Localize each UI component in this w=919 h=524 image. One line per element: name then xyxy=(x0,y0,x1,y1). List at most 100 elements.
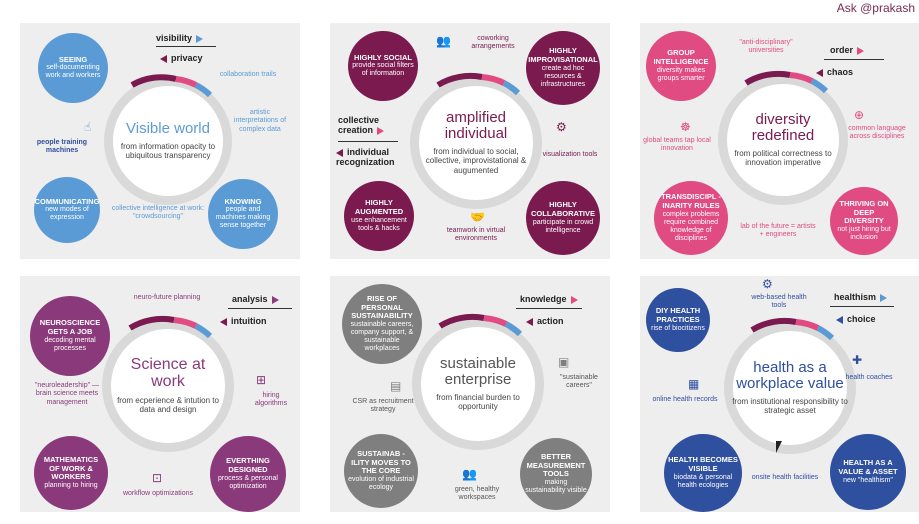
label-collaboration-trails: collaboration trails xyxy=(219,71,277,78)
label-neuro-future: neuro-future planning xyxy=(133,294,201,301)
bubble-text: self-documenting work and workers xyxy=(45,64,101,80)
ring-segments xyxy=(438,313,523,337)
label-hiring-algorithms: hiring algorithms xyxy=(254,392,288,408)
arrow-left-icon xyxy=(816,68,823,77)
mouse-cursor-icon xyxy=(776,441,788,453)
toggle-top[interactable]: analysis xyxy=(232,294,279,304)
label-collective: collective intelligence at work: "crowds… xyxy=(111,205,205,221)
card-center: Visible world from information opacity t… xyxy=(116,89,220,193)
card-title: diversity redefined xyxy=(751,111,815,144)
label-visualization: visualization tools xyxy=(542,151,598,158)
bubble-text: evolution of industrial ecology xyxy=(348,475,414,491)
card-diversity-redefined: diversity redefined from political corre… xyxy=(640,23,919,259)
bubble-health-visible: HEALTH BECOMES VISIBLE biodata & persona… xyxy=(664,434,742,512)
bubble-heading: KNOWING xyxy=(224,196,262,206)
divider xyxy=(156,46,216,47)
label-common-language: common language across disciplines xyxy=(848,125,906,141)
card-center: diversity redefined from political corre… xyxy=(728,85,838,195)
bubble-heading: GROUP INTELLIGENCE xyxy=(653,48,709,66)
arrow-right-icon xyxy=(271,295,279,304)
toggle-bottom[interactable]: individual recognization xyxy=(336,147,416,167)
toggle-bottom[interactable]: privacy xyxy=(160,53,203,63)
card-sustainable-enterprise: sustainable enterprise from financial bu… xyxy=(330,276,610,512)
bubble-everything-designed: EVERTHING DESIGNED process & personal op… xyxy=(210,436,286,512)
toggle-top[interactable]: knowledge xyxy=(520,294,578,304)
card-title: sustainable enterprise xyxy=(440,355,516,388)
bubble-highly-collaborative: HIGHLY COLLABORATIVE participate in crow… xyxy=(526,181,600,255)
toggle-top-label: analysis xyxy=(232,294,268,304)
arrow-left-icon xyxy=(526,317,533,326)
arrow-right-icon xyxy=(196,34,204,43)
toggle-bottom[interactable]: choice xyxy=(836,314,876,324)
bubble-text: process & personal optimization xyxy=(218,474,278,490)
card-subtitle: from information opacity to ubiquitous t… xyxy=(120,141,216,161)
toggle-bottom[interactable]: intuition xyxy=(220,316,267,326)
brain-icon: ☸ xyxy=(680,120,691,134)
bubble-text: create ad hoc resources & infrastructure… xyxy=(540,64,586,88)
bubble-group-intelligence: GROUP INTELLIGENCE diversity makes group… xyxy=(646,31,716,101)
card-subtitle: from financial burden to opportunity xyxy=(436,392,520,412)
label-onsite-facilities: onsite health facilities xyxy=(751,474,819,481)
label-teamwork: teamwork in virtual environments xyxy=(446,227,506,243)
bubble-neuroscience: NEUROSCIENCE GETS A JOB decoding mental … xyxy=(30,296,110,376)
toggle-top[interactable]: healthism xyxy=(834,292,888,302)
toggle-bottom[interactable]: chaos xyxy=(816,67,853,77)
bubble-text: complex problems require combined knowle… xyxy=(662,210,720,242)
bubble-knowing: KNOWING people and machines making sense… xyxy=(208,179,278,249)
bubble-heading: DIY HEALTH PRACTICES xyxy=(655,306,701,324)
bubble-communicating: COMMUNICATING new modes of expression xyxy=(34,177,100,243)
ring-segments xyxy=(130,74,213,98)
org-chart-icon: ⊞ xyxy=(256,373,267,387)
bubble-heading: HIGHLY COLLABORATIVE xyxy=(530,200,596,218)
toggle-top-label: healthism xyxy=(834,292,877,302)
bubble-text: sustainable careers, company support, & … xyxy=(350,320,414,352)
label-online-records: online health records xyxy=(652,396,718,403)
globe-icon: ⊕ xyxy=(854,108,865,122)
medical-icon: ✚ xyxy=(852,353,863,367)
people-icon: 👥 xyxy=(436,34,451,48)
toggle-top-label: knowledge xyxy=(520,294,567,304)
bubble-health-value: HEALTH AS A VALUE & ASSET new "healthism… xyxy=(830,434,906,510)
toggle-bottom[interactable]: action xyxy=(526,316,564,326)
bubble-heading: SUSTAINAB -ILITY MOVES TO THE CORE xyxy=(351,449,411,476)
arrow-right-icon xyxy=(377,126,385,135)
arrow-right-icon xyxy=(857,46,865,55)
bubble-text: people and machines making sense togethe… xyxy=(215,206,271,230)
bubble-moves-to-core: SUSTAINAB -ILITY MOVES TO THE CORE evolu… xyxy=(344,434,418,508)
divider xyxy=(824,59,884,60)
arrow-right-icon xyxy=(880,293,888,302)
bubble-text: biodata & personal health ecologies xyxy=(673,473,733,489)
chart-icon: ▤ xyxy=(390,379,402,393)
bubble-text: making sustainability visible xyxy=(525,478,587,494)
toggle-top[interactable]: visibility xyxy=(156,33,204,43)
bubble-personal-sustainability: RISE OF PERSONAL SUSTAINABILITY sustaina… xyxy=(342,284,422,364)
arrow-right-icon xyxy=(570,295,578,304)
ask-handle: Ask @prakash xyxy=(836,1,915,15)
bubble-text: provide social filters of information xyxy=(352,62,414,78)
label-sustainable-careers: "sustainable careers" xyxy=(560,374,598,390)
ring-segments xyxy=(128,315,213,339)
label-workflow: workflow optimizations xyxy=(122,490,194,497)
card-science-at-work: Science at work from ecperience & intuti… xyxy=(20,276,300,512)
bubble-heading: SEEING xyxy=(58,54,88,64)
center-ring xyxy=(718,75,848,205)
bubble-transdisciplinarity: TRANSDISCIPL -INARITY RULES complex prob… xyxy=(654,181,728,255)
card-subtitle: from ecperience & intution to data and d… xyxy=(117,395,219,415)
bubble-seeing: SEEING self-documenting work and workers xyxy=(38,33,108,103)
card-health-workplace: health as a workplace value from institu… xyxy=(640,276,919,512)
bubble-text: not just hiring but inclusion xyxy=(837,225,891,241)
card-amplified-individual: amplified individual from individual to … xyxy=(330,23,610,259)
toggle-bottom-label: privacy xyxy=(171,53,203,63)
bubble-heading: COMMUNICATING xyxy=(34,196,100,206)
divider xyxy=(516,308,582,309)
bubble-heading: HIGHLY IMPROVISATIONAL xyxy=(528,46,598,64)
label-people-training: people training machines xyxy=(36,139,88,155)
bubble-text: diversity makes groups smarter xyxy=(656,66,706,82)
toggle-top[interactable]: collective creation xyxy=(338,115,402,135)
people-group-icon: 👥 xyxy=(462,467,477,481)
card-title: amplified individual xyxy=(444,109,508,143)
toggle-top[interactable]: order xyxy=(830,45,865,55)
card-visible-world: Visible world from information opacity t… xyxy=(20,23,300,259)
bubble-heading: BETTER MEASUREMENT TOOLS xyxy=(526,452,586,479)
label-green-workspaces: green, healthy workspaces xyxy=(454,486,500,502)
